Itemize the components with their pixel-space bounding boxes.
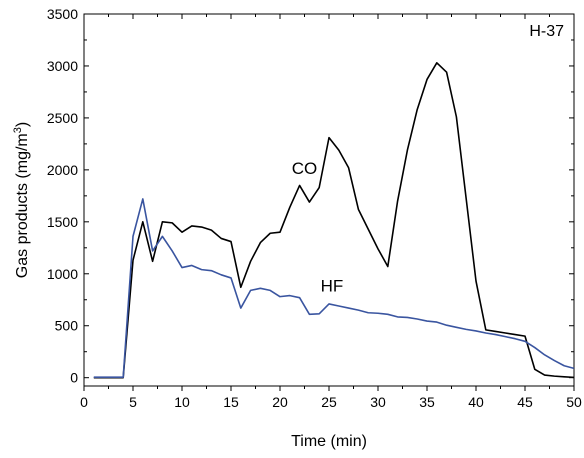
y-tick-label: 0 (70, 370, 78, 386)
y-tick-label: 500 (55, 318, 79, 334)
y-axis-ticks: 0 500 1000 1500 2000 2500 3000 3500 (47, 6, 574, 386)
y-axis-title: Gas products (mg/m3) (12, 122, 31, 278)
x-axis-ticks: 0 5 10 15 20 25 30 35 40 45 50 (80, 14, 582, 410)
y-tick-label: 3000 (47, 58, 78, 74)
y-tick-label: 2000 (47, 162, 78, 178)
x-tick-label: 45 (517, 394, 533, 410)
x-tick-label: 15 (223, 394, 239, 410)
y-tick-label: 1000 (47, 266, 78, 282)
plot-frame (83, 13, 575, 387)
series-label-hf: HF (321, 276, 344, 295)
x-tick-label: 25 (321, 394, 337, 410)
x-tick-label: 40 (468, 394, 484, 410)
y-axis-title-tail: ) (14, 122, 31, 127)
x-tick-label: 10 (174, 394, 190, 410)
y-tick-label: 1500 (47, 214, 78, 230)
x-tick-label: 35 (419, 394, 435, 410)
series-layer: CO HF (93, 62, 575, 379)
x-tick-label: 0 (80, 394, 88, 410)
series-line-co (93, 62, 575, 379)
x-tick-label: 5 (129, 394, 137, 410)
y-tick-label: 3500 (47, 6, 78, 22)
panel-label: H-37 (529, 23, 564, 40)
series-label-co: CO (292, 159, 318, 178)
y-axis-title-main: Gas products (mg/m (14, 133, 31, 278)
y-axis-title-sup: 3 (12, 127, 24, 133)
x-tick-label: 50 (566, 394, 582, 410)
x-tick-label: 30 (370, 394, 386, 410)
x-axis-title: Time (min) (291, 433, 367, 450)
x-tick-label: 20 (272, 394, 288, 410)
y-tick-label: 2500 (47, 110, 78, 126)
series-line-hf (93, 198, 575, 378)
